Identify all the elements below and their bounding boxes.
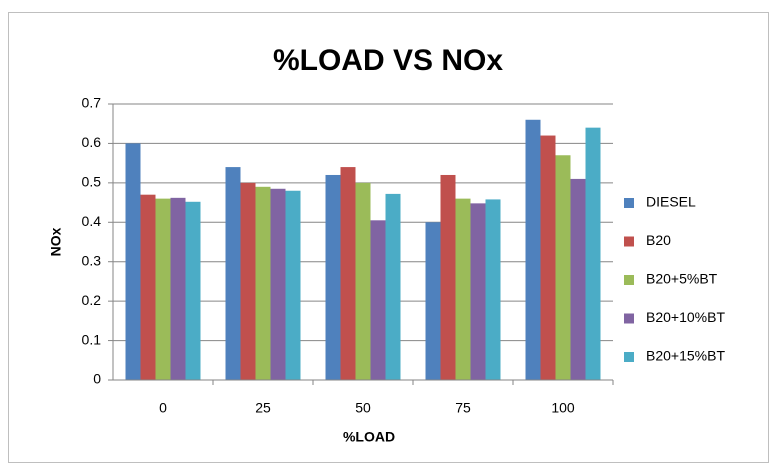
bar: [270, 188, 286, 380]
legend-marker: [624, 236, 634, 247]
bar: [555, 155, 571, 380]
y-tick-label: 0.3: [82, 252, 102, 268]
bar: [425, 222, 441, 380]
legend-label: DIESEL: [646, 194, 696, 210]
y-tick-label: 0.4: [82, 213, 102, 229]
legend-marker: [624, 275, 634, 285]
y-tick-label: 0.5: [82, 174, 102, 190]
x-tick-label: 0: [159, 400, 167, 416]
x-tick-label: 75: [455, 400, 471, 416]
legend-label: B20+15%BT: [646, 348, 725, 364]
bar: [170, 197, 186, 380]
legend-marker: [624, 313, 634, 324]
legend-marker: [624, 198, 634, 208]
y-tick-label: 0.2: [82, 292, 102, 308]
bar: [125, 143, 141, 380]
legend-marker: [624, 352, 634, 362]
bar: [585, 127, 601, 381]
bar: [540, 135, 556, 380]
y-tick-label: 0: [93, 371, 101, 387]
x-tick-label: 25: [255, 400, 271, 416]
legend-label: B20: [646, 232, 671, 248]
legend-label: B20+5%BT: [646, 271, 718, 287]
bar: [140, 194, 156, 380]
y-axis-label: NOx: [48, 227, 64, 256]
x-tick-label: 50: [355, 400, 371, 416]
bar: [570, 178, 586, 380]
y-tick-label: 0.6: [82, 134, 102, 150]
bar: [285, 190, 301, 380]
chart-title: %LOAD VS NOx: [273, 44, 503, 77]
bar: [525, 119, 541, 381]
bar: [185, 201, 201, 380]
x-tick-label: 100: [551, 400, 575, 416]
bar: [355, 182, 371, 380]
bar: [485, 199, 501, 380]
bar: [325, 174, 341, 380]
bar: [155, 198, 171, 380]
legend-label: B20+10%BT: [646, 309, 725, 325]
y-tick-label: 0.7: [82, 95, 102, 111]
bar: [225, 167, 241, 380]
x-axis-label: %LOAD: [343, 429, 395, 445]
bar: [340, 167, 356, 380]
y-tick-label: 0.1: [82, 331, 102, 347]
bar: [455, 198, 471, 380]
bar: [240, 182, 256, 380]
bar: [470, 203, 486, 380]
bar: [440, 174, 456, 380]
bar: [385, 193, 401, 380]
bar: [255, 186, 271, 380]
bar: [370, 220, 386, 380]
